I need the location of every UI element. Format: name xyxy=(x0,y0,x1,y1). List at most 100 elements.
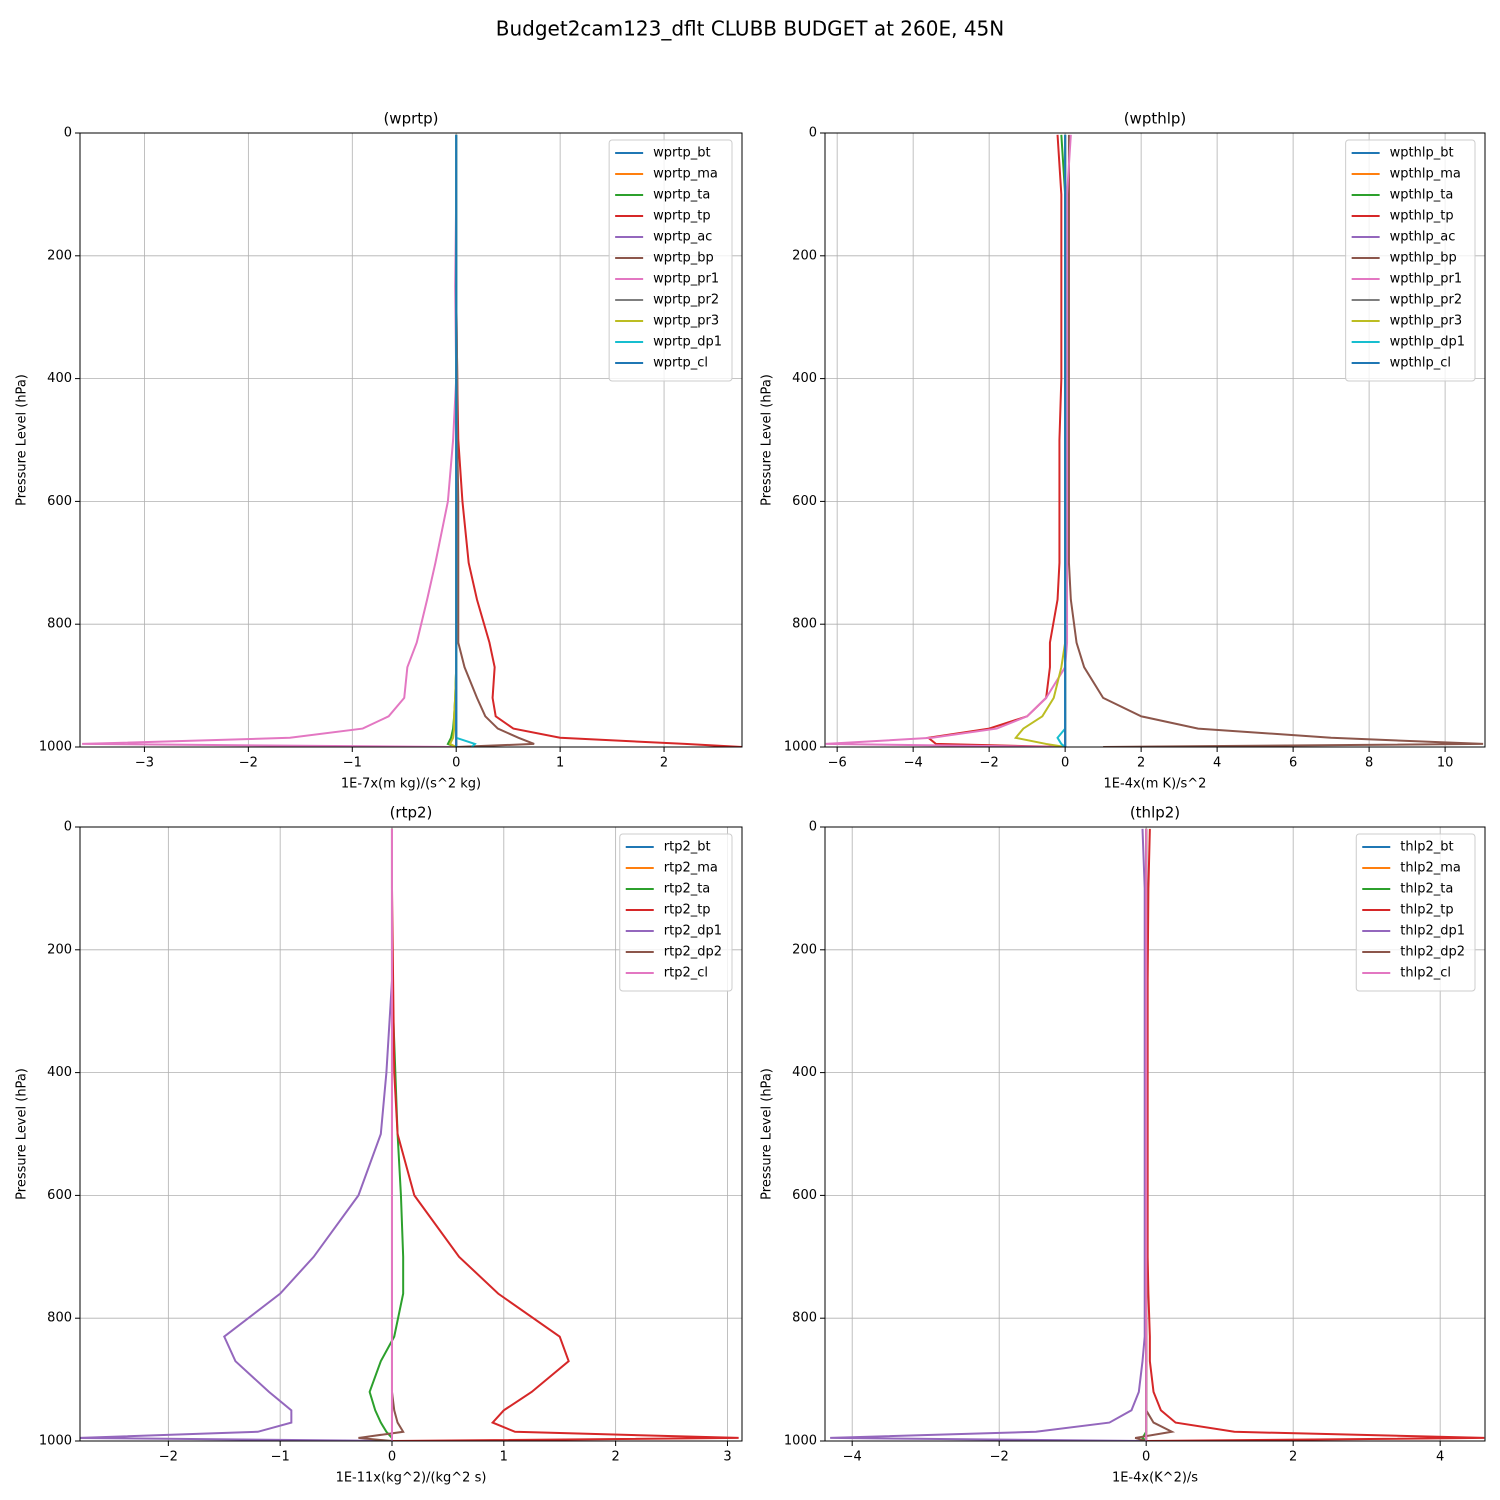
legend-label: wprtp_dp1 xyxy=(653,335,722,350)
series-line xyxy=(455,134,535,747)
legend-label: wpthlp_pr3 xyxy=(1390,314,1462,329)
legend-label: wprtp_pr2 xyxy=(653,293,719,308)
legend-label: wpthlp_dp1 xyxy=(1390,335,1465,350)
subplot: −4 −2 0 2 4 0 200 400 600 800 1000 (thlp2) 1E-4x(K^2… xyxy=(760,804,1486,1486)
legend-label: wprtp_pr3 xyxy=(653,314,719,329)
legend-label: wpthlp_cl xyxy=(1390,356,1451,371)
subplot-title: (rtp2) xyxy=(390,804,433,822)
x-tick-label: −6 xyxy=(828,756,847,771)
x-tick-label: −2 xyxy=(159,1450,178,1465)
x-tick-label: 0 xyxy=(452,756,460,771)
subplot-title: (thlp2) xyxy=(1130,804,1180,822)
legend-label: wpthlp_ma xyxy=(1390,167,1461,182)
series-line xyxy=(80,828,393,1441)
x-tick-label: −1 xyxy=(271,1450,290,1465)
series-line xyxy=(925,134,1066,747)
x-tick-label: 4 xyxy=(1436,1450,1444,1465)
y-tick-label: 600 xyxy=(47,494,72,509)
y-axis-label: Pressure Level (hPa) xyxy=(15,374,30,506)
y-tick-label: 0 xyxy=(809,820,817,835)
x-axis-label: 1E-4x(m K)/s^2 xyxy=(1104,777,1207,792)
legend-label: wpthlp_pr1 xyxy=(1390,272,1462,287)
x-tick-label: −2 xyxy=(239,756,258,771)
x-tick-label: −4 xyxy=(904,756,923,771)
series-line xyxy=(1067,134,1484,747)
legend-label: rtp2_tp xyxy=(664,903,711,918)
x-tick-label: 6 xyxy=(1289,756,1297,771)
x-tick-label: 2 xyxy=(611,1450,619,1465)
y-tick-label: 400 xyxy=(792,1065,817,1080)
x-tick-label: 4 xyxy=(1213,756,1221,771)
figure-title: Budget2cam123_dflt CLUBB BUDGET at 260E,… xyxy=(496,17,1004,41)
legend-label: wprtp_ma xyxy=(653,167,718,182)
y-tick-label: 800 xyxy=(792,617,817,632)
y-tick-label: 1000 xyxy=(39,1434,72,1449)
y-tick-label: 600 xyxy=(792,1188,817,1203)
legend-label: rtp2_dp1 xyxy=(664,924,722,939)
y-tick-label: 800 xyxy=(47,1311,72,1326)
subplot: −6 −4 −2 0 2 4 6 8 10 0 200 400 600 800 1000 (wpthlp) 1E… xyxy=(760,110,1486,792)
legend-label: wpthlp_bt xyxy=(1390,146,1454,161)
y-tick-label: 200 xyxy=(792,248,817,263)
legend: thlp2_bt thlp2_ma thlp2_ta thlp2_tp thlp2_dp… xyxy=(1355,833,1476,992)
y-tick-label: 0 xyxy=(64,126,72,141)
y-tick-label: 400 xyxy=(47,1065,72,1080)
series-line xyxy=(1146,828,1485,1441)
x-tick-label: 8 xyxy=(1365,756,1373,771)
y-axis-label: Pressure Level (hPa) xyxy=(15,1068,30,1200)
subplot-title: (wprtp) xyxy=(383,110,438,128)
x-tick-label: −2 xyxy=(990,1450,1009,1465)
legend-label: rtp2_dp2 xyxy=(664,945,722,960)
y-tick-label: 1000 xyxy=(784,1434,817,1449)
y-axis-label: Pressure Level (hPa) xyxy=(760,374,775,506)
y-tick-label: 200 xyxy=(47,942,72,957)
y-tick-label: 800 xyxy=(47,617,72,632)
x-axis-label: 1E-7x(m kg)/(s^2 kg) xyxy=(341,777,481,792)
legend-label: wprtp_pr1 xyxy=(653,272,719,287)
subplot: −3 −2 −1 0 1 2 0 200 400 600 800 1000 (wprtp) 1E-7x(m… xyxy=(15,110,743,792)
y-tick-label: 600 xyxy=(792,494,817,509)
legend-label: wpthlp_ta xyxy=(1390,188,1454,203)
x-tick-label: 2 xyxy=(1137,756,1145,771)
y-tick-label: 800 xyxy=(792,1311,817,1326)
series-line xyxy=(82,134,458,747)
legend-label: wpthlp_tp xyxy=(1390,209,1454,224)
legend-label: thlp2_ta xyxy=(1400,882,1453,897)
y-tick-label: 0 xyxy=(809,126,817,141)
x-tick-label: 10 xyxy=(1437,756,1454,771)
legend-label: thlp2_ma xyxy=(1400,861,1461,876)
x-tick-label: 2 xyxy=(660,756,668,771)
y-tick-label: 0 xyxy=(64,820,72,835)
x-tick-label: −2 xyxy=(980,756,999,771)
legend-label: wpthlp_pr2 xyxy=(1390,293,1462,308)
legend-label: thlp2_tp xyxy=(1400,903,1453,918)
legend-label: wpthlp_ac xyxy=(1390,230,1456,245)
series-line xyxy=(1013,134,1067,747)
x-tick-label: −1 xyxy=(343,756,362,771)
x-tick-label: 3 xyxy=(723,1450,731,1465)
y-tick-label: 1000 xyxy=(784,740,817,755)
legend-label: thlp2_bt xyxy=(1400,840,1453,855)
legend-label: wprtp_ac xyxy=(653,230,712,245)
y-tick-label: 400 xyxy=(792,371,817,386)
subplot-title: (wpthlp) xyxy=(1124,110,1187,128)
y-tick-label: 200 xyxy=(47,248,72,263)
series-line xyxy=(1134,828,1176,1441)
y-tick-label: 1000 xyxy=(39,740,72,755)
x-tick-label: 0 xyxy=(388,1450,396,1465)
legend-label: wprtp_bt xyxy=(653,146,710,161)
legend-label: wprtp_cl xyxy=(653,356,708,371)
series-line xyxy=(825,134,1072,747)
legend-label: thlp2_dp1 xyxy=(1400,924,1465,939)
x-tick-label: 2 xyxy=(1289,1450,1297,1465)
series-line xyxy=(830,828,1147,1441)
x-tick-label: 0 xyxy=(1142,1450,1150,1465)
legend-label: thlp2_dp2 xyxy=(1400,945,1465,960)
legend: rtp2_bt rtp2_ma rtp2_ta rtp2_tp rtp2_dp1 rtp2… xyxy=(619,833,733,992)
y-tick-label: 200 xyxy=(792,942,817,957)
legend-label: wprtp_ta xyxy=(653,188,710,203)
axes-frame xyxy=(79,826,743,1442)
axes-frame xyxy=(824,132,1486,748)
x-tick-label: 0 xyxy=(1061,756,1069,771)
